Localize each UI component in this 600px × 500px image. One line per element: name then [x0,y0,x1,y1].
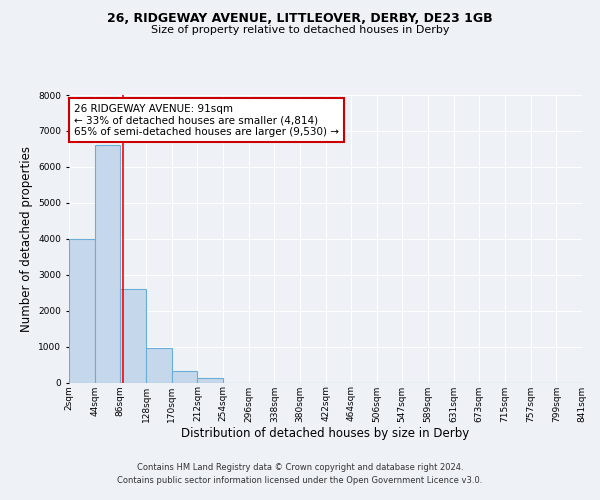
Bar [121,289,146,382]
X-axis label: Distribution of detached houses by size in Derby: Distribution of detached houses by size … [181,427,470,440]
Bar [69,239,95,382]
Text: Contains public sector information licensed under the Open Government Licence v3: Contains public sector information licen… [118,476,482,485]
Y-axis label: Number of detached properties: Number of detached properties [20,146,33,332]
Bar [146,348,172,382]
Text: Size of property relative to detached houses in Derby: Size of property relative to detached ho… [151,25,449,35]
Text: 26, RIDGEWAY AVENUE, LITTLEOVER, DERBY, DE23 1GB: 26, RIDGEWAY AVENUE, LITTLEOVER, DERBY, … [107,12,493,26]
Bar [172,371,197,382]
Text: 26 RIDGEWAY AVENUE: 91sqm
← 33% of detached houses are smaller (4,814)
65% of se: 26 RIDGEWAY AVENUE: 91sqm ← 33% of detac… [74,104,339,137]
Text: Contains HM Land Registry data © Crown copyright and database right 2024.: Contains HM Land Registry data © Crown c… [137,464,463,472]
Bar [197,378,223,382]
Bar [95,146,121,382]
